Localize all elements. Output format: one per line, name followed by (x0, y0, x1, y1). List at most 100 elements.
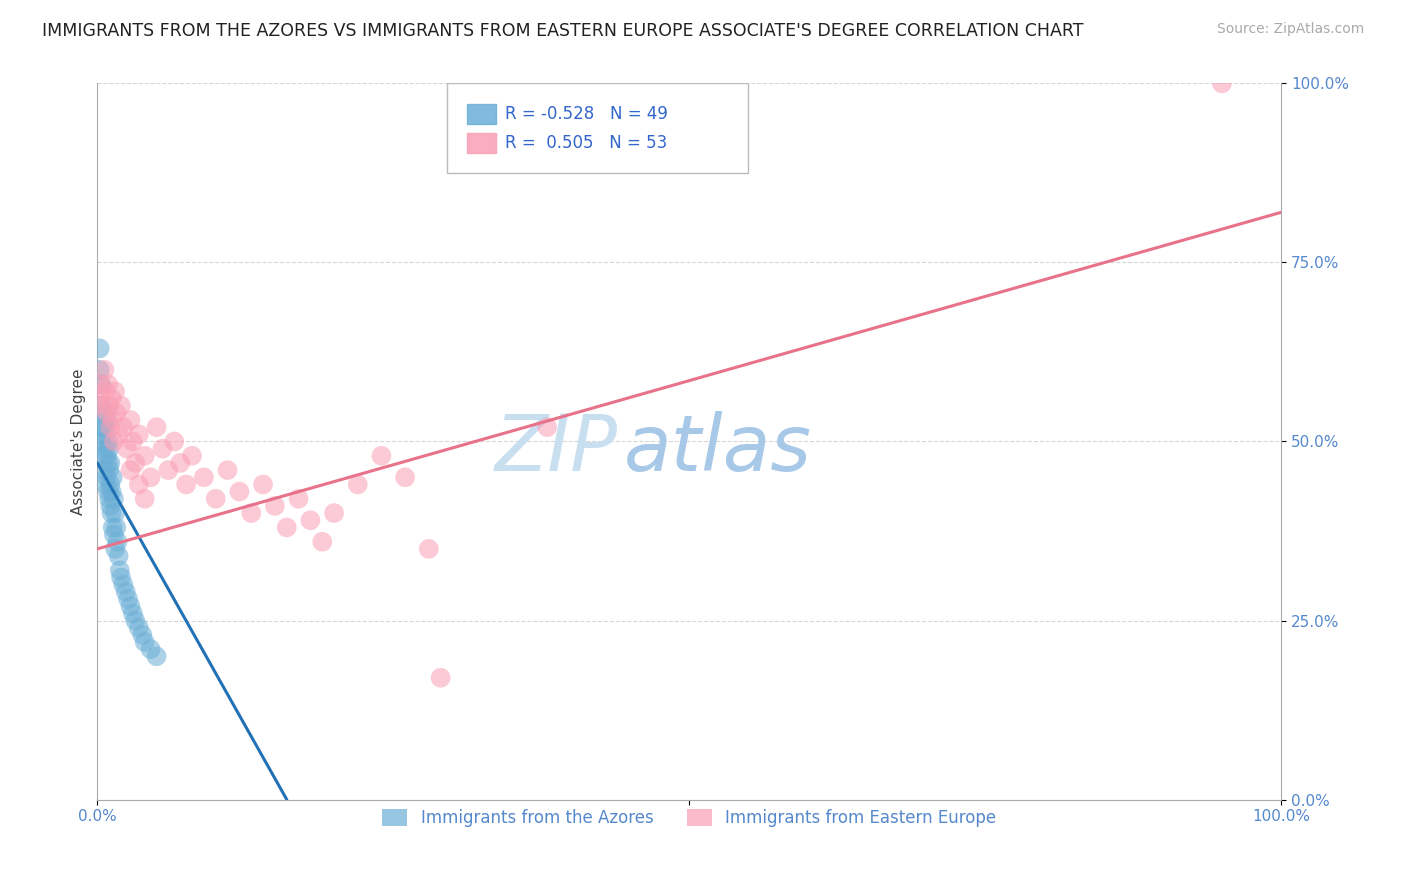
Point (145, 649, 167, 664)
Point (93, 463, 115, 477)
Point (181, 449, 204, 463)
Point (204, 491, 226, 506)
Text: IMMIGRANTS FROM THE AZORES VS IMMIGRANTS FROM EASTERN EUROPE ASSOCIATE'S DEGREE : IMMIGRANTS FROM THE AZORES VS IMMIGRANTS… (42, 22, 1084, 40)
Point (157, 463, 180, 477)
Point (89, 342, 111, 356)
Point (121, 434, 143, 449)
Point (96, 406, 118, 420)
Point (98, 442, 121, 456)
Point (107, 427, 129, 442)
Point (98, 463, 121, 477)
Text: R = -0.528   N = 49: R = -0.528 N = 49 (505, 105, 668, 123)
Point (90, 377, 112, 392)
Point (128, 621, 150, 635)
Point (94, 442, 117, 456)
Point (131, 628, 153, 642)
FancyBboxPatch shape (447, 84, 748, 173)
Point (108, 563, 131, 577)
Point (370, 449, 392, 463)
Point (145, 420, 167, 434)
Point (94, 384, 117, 399)
Point (110, 570, 132, 584)
Point (103, 491, 125, 506)
Point (174, 477, 197, 491)
Point (90, 377, 112, 392)
Point (100, 420, 122, 434)
Point (115, 442, 138, 456)
Point (112, 420, 135, 434)
Point (104, 506, 127, 520)
Point (100, 456, 122, 470)
Point (94, 420, 117, 434)
Legend: Immigrants from the Azores, Immigrants from Eastern Europe: Immigrants from the Azores, Immigrants f… (375, 803, 1002, 834)
Point (134, 449, 156, 463)
Point (240, 506, 263, 520)
Point (121, 607, 143, 621)
Point (104, 541, 127, 556)
Point (107, 534, 129, 549)
Point (93, 427, 115, 442)
Point (120, 413, 142, 427)
Point (152, 442, 174, 456)
Point (252, 477, 274, 491)
Point (311, 534, 333, 549)
Point (169, 456, 191, 470)
Point (193, 470, 215, 484)
Point (89, 363, 111, 377)
Point (100, 484, 122, 499)
Point (98, 399, 121, 413)
Point (104, 384, 127, 399)
Point (91, 406, 114, 420)
Point (100, 477, 122, 491)
Point (97, 484, 120, 499)
Point (91, 449, 114, 463)
Point (91, 434, 114, 449)
Y-axis label: Associate's Degree: Associate's Degree (72, 368, 86, 515)
Point (217, 463, 239, 477)
Point (98, 491, 121, 506)
Point (94, 477, 117, 491)
Text: R =  0.505   N = 53: R = 0.505 N = 53 (505, 134, 666, 152)
Point (134, 635, 156, 649)
Point (346, 477, 368, 491)
Point (299, 513, 322, 527)
Point (96, 449, 118, 463)
Bar (467, 133, 496, 153)
Point (105, 406, 128, 420)
Point (101, 520, 124, 534)
Point (97, 434, 120, 449)
Point (91, 399, 114, 413)
Point (101, 413, 124, 427)
Point (112, 577, 135, 591)
Text: atlas: atlas (624, 410, 813, 487)
Point (418, 541, 440, 556)
Point (91, 420, 114, 434)
Point (89, 392, 111, 406)
Point (100, 506, 122, 520)
Point (1211, 77, 1233, 91)
Point (264, 499, 287, 513)
Point (276, 520, 298, 534)
Point (114, 585, 136, 599)
Point (103, 434, 125, 449)
Bar (467, 104, 496, 124)
Point (96, 470, 118, 484)
Point (101, 470, 124, 484)
Point (429, 671, 451, 685)
Point (105, 520, 128, 534)
Point (103, 527, 125, 541)
Point (100, 392, 122, 406)
Point (139, 642, 162, 657)
Point (120, 463, 142, 477)
Point (128, 427, 150, 442)
Point (96, 413, 118, 427)
Point (117, 592, 139, 607)
Point (124, 456, 146, 470)
Point (134, 491, 156, 506)
Point (228, 484, 250, 499)
Point (90, 399, 112, 413)
Point (110, 399, 132, 413)
Point (100, 499, 122, 513)
Point (394, 470, 416, 484)
Text: Source: ZipAtlas.com: Source: ZipAtlas.com (1216, 22, 1364, 37)
